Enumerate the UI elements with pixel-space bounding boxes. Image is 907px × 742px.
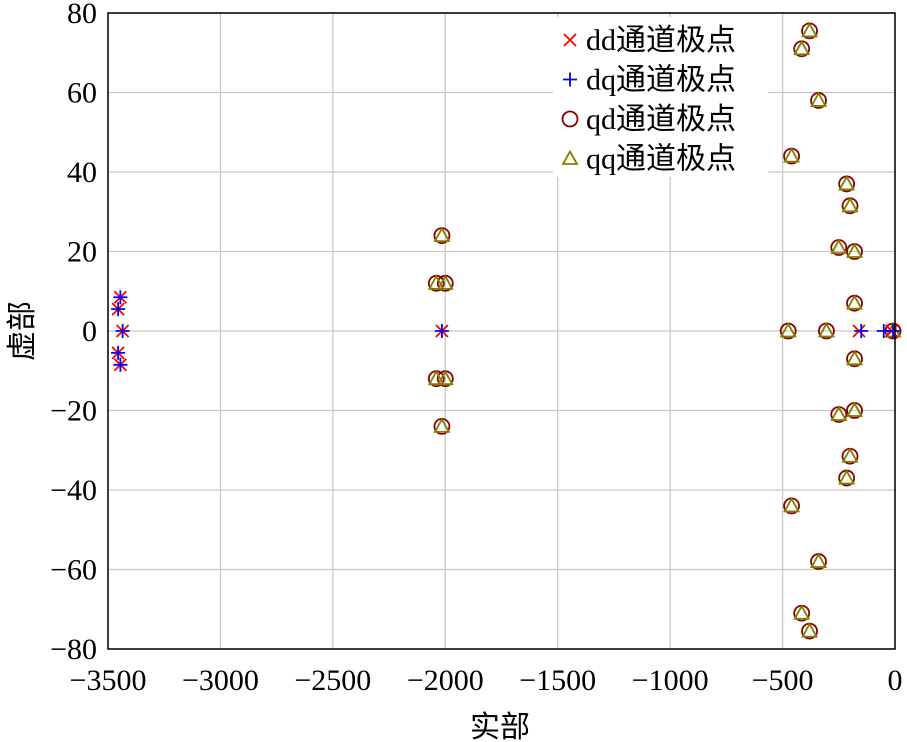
x-tick-label: −2000 — [407, 664, 484, 697]
series-1 — [111, 290, 900, 372]
data-point — [433, 226, 451, 242]
x-tick-label: −3500 — [70, 664, 147, 697]
data-point — [838, 469, 856, 485]
y-tick-labels: −80 −60 −40 −20 0 20 40 60 80 — [50, 0, 97, 666]
data-point — [845, 294, 864, 310]
legend-label: qq通道极点 — [586, 143, 736, 176]
data-point — [433, 417, 451, 433]
legend-box — [553, 17, 768, 177]
data-point — [436, 274, 454, 290]
data-point — [810, 552, 828, 568]
legend-marker — [561, 110, 579, 128]
data-point — [113, 290, 128, 305]
data-point — [830, 238, 848, 254]
y-tick-label: 40 — [67, 156, 97, 189]
legend-label: dq通道极点 — [586, 64, 736, 97]
data-point — [801, 622, 819, 638]
x-tick-label: −1000 — [632, 664, 709, 697]
y-tick-label: 80 — [67, 0, 97, 30]
data-point — [845, 349, 864, 366]
data-point — [801, 22, 819, 38]
data-point — [427, 369, 445, 386]
data-point — [783, 147, 801, 163]
data-point — [793, 39, 811, 56]
legend-label: dd通道极点 — [586, 24, 736, 57]
data-point — [434, 324, 449, 338]
data-point — [113, 357, 128, 372]
series-layer — [111, 22, 902, 640]
grid — [107, 12, 896, 650]
y-axis-label: 虚部 — [5, 301, 40, 361]
x-axis-label: 实部 — [470, 710, 530, 742]
y-tick-label: 20 — [67, 236, 97, 269]
data-point — [111, 345, 126, 360]
y-tick-label: 0 — [82, 315, 97, 348]
legend-marker — [561, 149, 579, 165]
data-point — [793, 604, 811, 620]
y-tick-label: 60 — [67, 77, 97, 110]
data-point — [841, 447, 859, 463]
data-point — [111, 302, 126, 317]
data-point — [115, 324, 130, 338]
x-tick-label: 0 — [888, 664, 903, 697]
data-point — [845, 242, 864, 258]
data-point — [427, 274, 445, 290]
legend: dd通道极点 dq通道极点 qd通道极点 qq通道极点 — [553, 17, 768, 177]
data-point — [817, 322, 835, 338]
data-point — [779, 322, 797, 338]
data-point — [854, 324, 869, 338]
x-tick-label: −500 — [752, 664, 814, 697]
plot-frame — [107, 12, 896, 650]
x-tick-labels: −3500 −3000 −2500 −2000 −1500 −1000 −500 0 — [70, 664, 903, 697]
data-point — [830, 405, 848, 421]
x-tick-label: −1500 — [519, 664, 596, 697]
data-point — [436, 369, 454, 386]
x-tick-label: −3000 — [182, 664, 259, 697]
y-tick-label: −80 — [50, 633, 97, 666]
y-tick-label: −20 — [50, 395, 97, 428]
legend-marker — [563, 72, 577, 87]
data-point — [783, 497, 801, 513]
data-point — [886, 324, 900, 338]
data-point — [841, 196, 859, 213]
data-point — [838, 175, 856, 191]
data-point — [810, 91, 828, 107]
legend-label: qd通道极点 — [586, 103, 736, 136]
legend-marker — [563, 33, 577, 47]
data-point — [845, 401, 864, 417]
y-tick-label: −40 — [50, 474, 97, 507]
x-tick-label: −2500 — [294, 664, 371, 697]
y-tick-label: −60 — [50, 554, 97, 587]
